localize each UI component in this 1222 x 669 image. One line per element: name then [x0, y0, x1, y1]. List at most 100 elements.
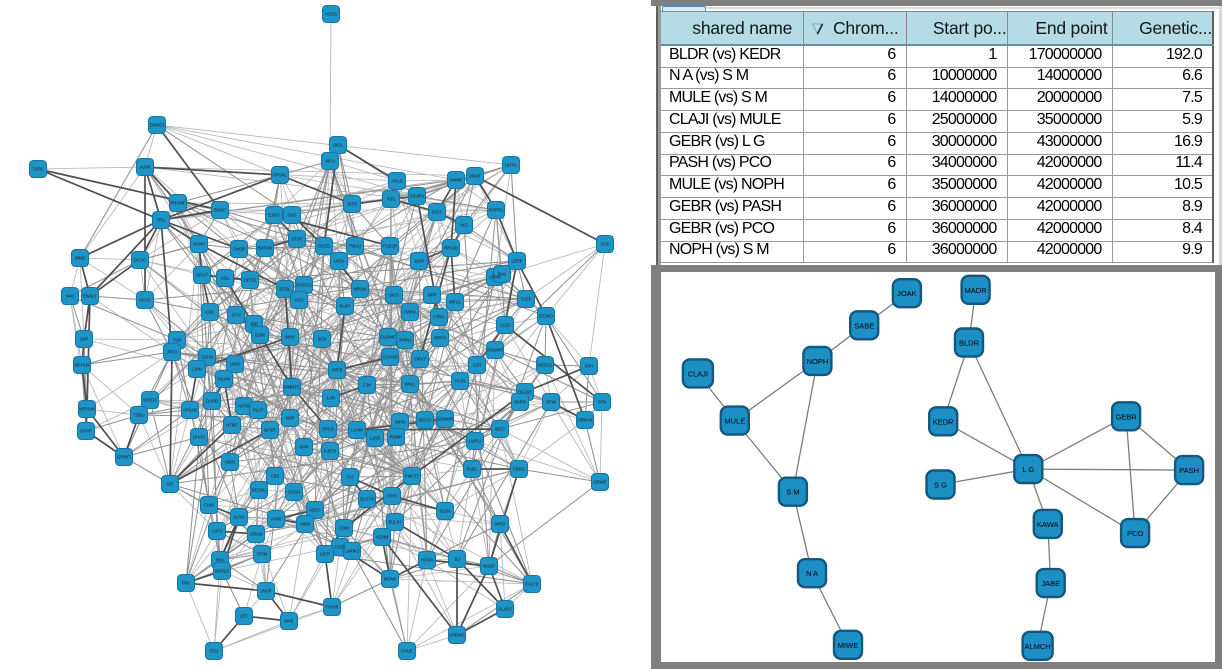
svg-text:WEC: WEC	[495, 427, 505, 432]
svg-text:IUEP: IUEP	[320, 552, 330, 557]
svg-text:MRUL: MRUL	[449, 300, 462, 305]
svg-text:PBKO: PBKO	[513, 467, 525, 472]
svg-text:WFU: WFU	[325, 159, 335, 164]
svg-text:KAWA: KAWA	[1037, 520, 1059, 529]
svg-text:EJINJ: EJINJ	[268, 213, 279, 218]
svg-text:OCWO: OCWO	[539, 314, 553, 319]
svg-text:NNP: NNP	[286, 416, 295, 421]
svg-text:LAR: LAR	[327, 396, 335, 401]
svg-text:LERP: LERP	[512, 259, 523, 264]
svg-text:WRO: WRO	[495, 522, 506, 527]
svg-text:CBS: CBS	[271, 474, 280, 479]
svg-text:IGDM: IGDM	[440, 509, 451, 514]
svg-text:ROPFU: ROPFU	[489, 208, 504, 213]
svg-text:WFHUS: WFHUS	[74, 363, 90, 368]
svg-text:UISG: UISG	[334, 259, 344, 264]
svg-text:CRLM: CRLM	[250, 532, 262, 537]
svg-text:HFJAE: HFJAE	[518, 390, 531, 395]
svg-text:WDB: WDB	[225, 460, 235, 465]
svg-text:UIOU: UIOU	[230, 362, 240, 367]
svg-text:TUT: TUT	[346, 475, 355, 480]
svg-text:MHE: MHE	[284, 619, 294, 624]
svg-text:BFKR: BFKR	[264, 428, 275, 433]
svg-text:GJR: GJR	[473, 363, 481, 368]
svg-text:STN: STN	[598, 400, 606, 405]
svg-text:DARB: DARB	[206, 399, 218, 404]
svg-text:APFB: APFB	[332, 368, 343, 373]
svg-text:KPPUW: KPPUW	[79, 407, 94, 412]
svg-text:TDBU: TDBU	[133, 413, 144, 418]
svg-text:TWUU: TWUU	[349, 244, 362, 249]
svg-text:HKU: HKU	[216, 558, 225, 563]
svg-text:JOAK: JOAK	[897, 289, 917, 298]
svg-text:ALMCH: ALMCH	[1024, 642, 1050, 651]
svg-text:RDMH: RDMH	[390, 435, 403, 440]
svg-text:PMCTT: PMCTT	[405, 474, 420, 479]
svg-text:TUN: TUN	[173, 338, 182, 343]
svg-text:KEOSU: KEOSU	[252, 488, 267, 493]
svg-text:SRH: SRH	[585, 364, 594, 369]
svg-text:CUBWF: CUBWF	[380, 335, 396, 340]
svg-text:CALTK: CALTK	[525, 582, 538, 587]
svg-text:MADR: MADR	[964, 286, 987, 295]
svg-text:LINN: LINN	[192, 367, 202, 372]
svg-text:HFFM: HFFM	[421, 558, 433, 563]
svg-text:STAI: STAI	[232, 313, 241, 318]
svg-text:SNUL: SNUL	[404, 382, 416, 387]
svg-text:DJAT: DJAT	[432, 210, 443, 215]
svg-text:USP: USP	[80, 337, 89, 342]
svg-text:UHTU: UHTU	[505, 163, 517, 168]
svg-text:CDEJ: CDEJ	[335, 545, 346, 550]
svg-text:CJH: CJH	[363, 383, 371, 388]
svg-text:CMOR: CMOR	[233, 247, 246, 252]
svg-text:LIAIW: LIAIW	[351, 428, 362, 433]
svg-text:PLLP: PLLP	[253, 408, 263, 413]
svg-text:JPFO: JPFO	[167, 350, 178, 355]
svg-text:NOSLG: NOSLG	[538, 363, 553, 368]
svg-text:ADEC: ADEC	[309, 508, 321, 513]
svg-text:ALNO: ALNO	[233, 515, 245, 520]
svg-text:NAC: NAC	[66, 294, 75, 299]
svg-text:GRWE: GRWE	[594, 480, 607, 485]
svg-text:MMNTE: MMNTE	[284, 385, 300, 390]
svg-text:TOHIR: TOHIR	[326, 605, 339, 610]
svg-text:ORAT: ORAT	[414, 357, 426, 362]
svg-text:IUUIM: IUUIM	[218, 377, 230, 382]
svg-text:AHLD: AHLD	[391, 179, 402, 184]
svg-text:DWAEJ: DWAEJ	[150, 123, 165, 128]
svg-text:RRGID: RRGID	[444, 246, 458, 251]
svg-text:GFPP: GFPP	[80, 429, 92, 434]
svg-text:KEDR: KEDR	[932, 417, 953, 426]
svg-text:DHATI: DHATI	[193, 435, 205, 440]
svg-text:PPU: PPU	[182, 581, 191, 586]
svg-text:GUIK: GUIK	[255, 333, 265, 338]
svg-text:ORWJK: ORWJK	[577, 418, 592, 423]
svg-text:NTW: NTW	[546, 400, 556, 405]
svg-text:PRAWF: PRAWF	[171, 201, 186, 206]
svg-text:MULE: MULE	[724, 417, 745, 426]
svg-text:HFUG: HFUG	[139, 298, 151, 303]
svg-text:DCUC: DCUC	[134, 258, 146, 263]
svg-text:FTRH: FTRH	[433, 315, 444, 320]
svg-text:AUIW: AUIW	[140, 165, 151, 170]
svg-text:GDWNR: GDWNR	[437, 417, 453, 422]
svg-text:OTIM: OTIM	[257, 552, 268, 557]
svg-text:LET: LET	[240, 614, 248, 619]
svg-text:ESJ: ESJ	[210, 649, 218, 654]
svg-text:STSC: STSC	[291, 237, 302, 242]
svg-text:NPUW: NPUW	[354, 287, 367, 292]
svg-text:LLOJ: LLOJ	[500, 323, 510, 328]
svg-text:HTBC: HTBC	[226, 423, 237, 428]
svg-text:PFJN: PFJN	[455, 379, 465, 384]
svg-text:FAEF: FAEF	[521, 297, 532, 302]
svg-text:KHP: KHP	[300, 445, 309, 450]
svg-text:IGSL: IGSL	[205, 310, 215, 315]
svg-text:HGNM: HGNM	[376, 535, 389, 540]
svg-text:RRFH: RRFH	[434, 336, 446, 341]
svg-text:EULKJ: EULKJ	[388, 520, 401, 525]
svg-text:AFKAB: AFKAB	[183, 408, 197, 413]
svg-text:WND: WND	[75, 256, 85, 261]
svg-text:RJSC: RJSC	[467, 467, 478, 472]
svg-text:SECCI: SECCI	[419, 418, 432, 423]
svg-text:L G: L G	[1022, 465, 1034, 474]
